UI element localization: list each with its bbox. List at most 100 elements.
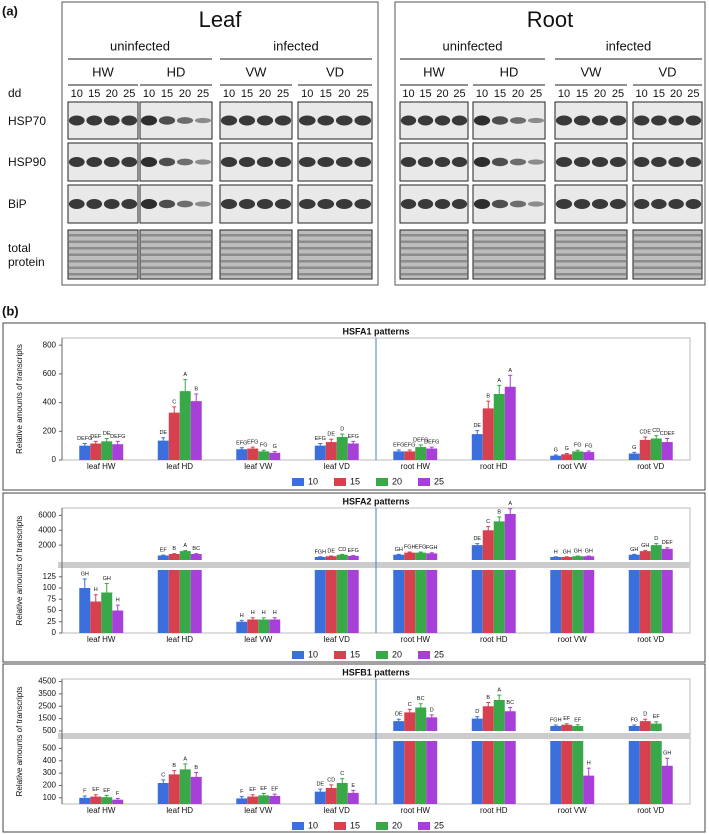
blot-band <box>141 266 211 269</box>
significance-letter: DE <box>473 536 481 542</box>
time-label: 25 <box>197 88 209 100</box>
blot-band <box>685 157 702 167</box>
blot-band <box>68 157 85 167</box>
bar <box>504 711 516 804</box>
y-tick-label: 2500 <box>38 701 56 710</box>
time-label: 20 <box>106 88 118 100</box>
genotype-label: VW <box>581 64 603 79</box>
error-bar <box>104 794 109 800</box>
blot-band <box>556 240 626 243</box>
time-axis-label: dd <box>8 86 21 100</box>
significance-letter: A <box>497 688 501 694</box>
blot-band <box>451 157 468 167</box>
bar <box>90 601 102 633</box>
error-bar <box>318 788 323 795</box>
blot-band <box>685 115 702 126</box>
significance-letter: EF <box>574 717 582 723</box>
error-bar <box>586 450 591 454</box>
blot-band <box>591 157 609 167</box>
blot-band <box>634 234 701 237</box>
error-bar <box>329 784 334 792</box>
bar <box>269 452 281 460</box>
significance-letter: F <box>83 788 87 794</box>
error-bar <box>82 578 87 598</box>
significance-letter: B <box>497 509 501 515</box>
error-bar <box>654 721 659 726</box>
blot-band <box>221 273 291 276</box>
bar <box>583 556 595 633</box>
error-bar <box>486 702 491 711</box>
significance-letter: A <box>508 368 512 374</box>
time-label: 25 <box>612 88 624 100</box>
error-bar <box>239 447 244 452</box>
x-tick-label: leaf HD <box>166 635 193 644</box>
bar <box>572 556 584 633</box>
chart-title: HSFA1 patterns <box>342 326 409 336</box>
significance-letter: A <box>508 501 512 507</box>
blot-band <box>69 253 137 256</box>
bar <box>661 548 673 633</box>
error-bar <box>104 583 109 602</box>
blot-band <box>221 234 291 237</box>
blot-band <box>176 117 194 124</box>
error-bar <box>261 449 266 454</box>
bar <box>661 442 673 460</box>
blot-band <box>401 266 467 269</box>
legend-swatch <box>292 822 304 830</box>
error-bar <box>115 440 120 448</box>
blot-band <box>400 199 417 209</box>
bar <box>404 552 416 633</box>
bar <box>101 441 113 460</box>
significance-letter: FG <box>630 718 638 724</box>
bar <box>112 444 124 460</box>
blot-band <box>474 260 544 263</box>
genotype-label: HW <box>423 64 445 79</box>
blot-band <box>633 115 650 126</box>
blot-band <box>509 117 527 124</box>
blot-band <box>451 115 468 126</box>
blot-band <box>474 240 544 243</box>
legend-swatch <box>292 651 304 659</box>
bar <box>90 796 102 804</box>
blot-band <box>238 115 256 126</box>
bar <box>247 448 259 460</box>
error-bar <box>329 555 334 558</box>
significance-letter: D <box>430 707 434 713</box>
significance-letter: GH <box>574 548 582 554</box>
blot-band <box>668 115 684 126</box>
bar <box>101 797 113 804</box>
error-bar <box>194 772 199 782</box>
time-label: 10 <box>476 88 488 100</box>
error-bar <box>351 789 356 796</box>
bar <box>572 451 584 460</box>
bar <box>482 706 494 804</box>
error-bar <box>329 438 334 446</box>
blot-band <box>69 266 137 269</box>
blot-band <box>633 199 650 209</box>
significance-letter: CD <box>338 547 346 553</box>
bar <box>471 718 483 804</box>
blot-band <box>474 247 544 250</box>
significance-letter: D <box>654 536 658 542</box>
blot-band <box>633 157 650 167</box>
blot-band <box>220 199 238 209</box>
blot-band <box>556 266 626 269</box>
bar <box>550 455 562 460</box>
condition-label: uninfected <box>443 38 503 53</box>
bar <box>314 445 326 460</box>
bar <box>583 452 595 460</box>
bar <box>157 440 169 460</box>
blot-band <box>158 199 176 209</box>
blot-band <box>473 199 491 209</box>
blot-band <box>509 200 527 208</box>
legend-label: 15 <box>350 820 360 830</box>
blot-band <box>103 157 120 167</box>
significance-letter: E <box>351 783 355 789</box>
bar <box>393 451 405 460</box>
bar <box>314 557 326 633</box>
bar <box>504 513 516 633</box>
bar <box>471 434 483 460</box>
time-label: 20 <box>338 88 350 100</box>
blot-band <box>474 253 544 256</box>
x-tick-label: leaf VW <box>244 462 272 471</box>
